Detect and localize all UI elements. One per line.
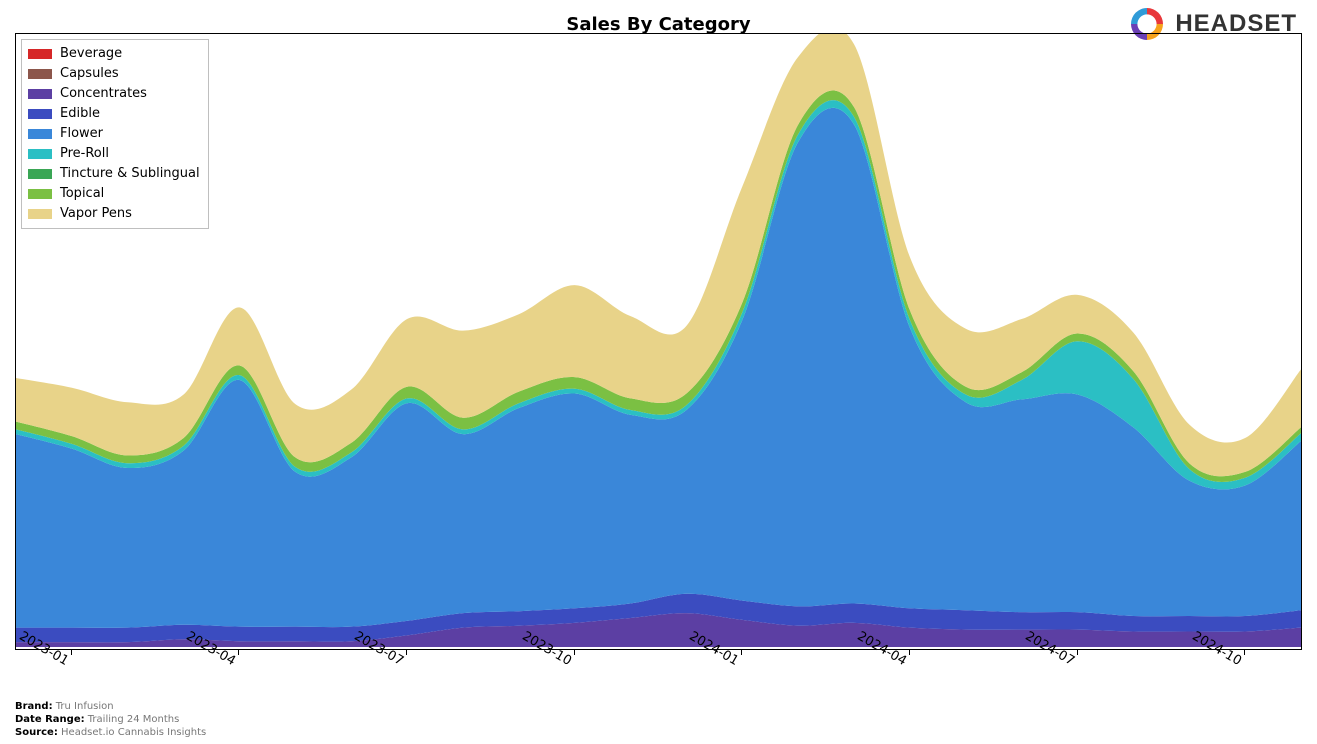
footer-brand-label: Brand: xyxy=(15,701,53,712)
legend-label: Beverage xyxy=(60,44,122,64)
legend-swatch xyxy=(28,109,52,119)
legend-swatch xyxy=(28,89,52,99)
legend-swatch xyxy=(28,149,52,159)
legend-label: Capsules xyxy=(60,64,119,84)
legend-item: Capsules xyxy=(28,64,200,84)
footer-source-value: Headset.io Cannabis Insights xyxy=(61,727,206,738)
xtick-mark xyxy=(909,650,910,655)
legend-label: Edible xyxy=(60,104,100,124)
legend-item: Pre-Roll xyxy=(28,144,200,164)
legend-item: Beverage xyxy=(28,44,200,64)
footer-brand-value: Tru Infusion xyxy=(56,701,114,712)
xtick-mark xyxy=(741,650,742,655)
legend-label: Topical xyxy=(60,184,104,204)
legend-item: Concentrates xyxy=(28,84,200,104)
legend-label: Vapor Pens xyxy=(60,204,132,224)
legend-label: Tincture & Sublingual xyxy=(60,164,200,184)
legend-label: Pre-Roll xyxy=(60,144,109,164)
legend-swatch xyxy=(28,129,52,139)
chart-title: Sales By Category xyxy=(0,14,1317,35)
xtick-mark xyxy=(574,650,575,655)
legend-swatch xyxy=(28,169,52,179)
chart-legend: BeverageCapsulesConcentratesEdibleFlower… xyxy=(21,39,209,229)
chart-footer: Brand: Tru Infusion Date Range: Trailing… xyxy=(15,700,206,739)
stacked-area-svg xyxy=(16,34,1301,649)
xtick-mark xyxy=(71,650,72,655)
xtick-mark xyxy=(1244,650,1245,655)
footer-source-label: Source: xyxy=(15,727,58,738)
legend-swatch xyxy=(28,69,52,79)
legend-item: Topical xyxy=(28,184,200,204)
xtick-mark xyxy=(406,650,407,655)
legend-swatch xyxy=(28,189,52,199)
legend-item: Tincture & Sublingual xyxy=(28,164,200,184)
legend-label: Concentrates xyxy=(60,84,147,104)
legend-item: Vapor Pens xyxy=(28,204,200,224)
xtick-mark xyxy=(238,650,239,655)
legend-label: Flower xyxy=(60,124,103,144)
legend-item: Edible xyxy=(28,104,200,124)
legend-item: Flower xyxy=(28,124,200,144)
xtick-mark xyxy=(1077,650,1078,655)
footer-range-value: Trailing 24 Months xyxy=(88,714,180,725)
footer-range-label: Date Range: xyxy=(15,714,85,725)
legend-swatch xyxy=(28,209,52,219)
legend-swatch xyxy=(28,49,52,59)
